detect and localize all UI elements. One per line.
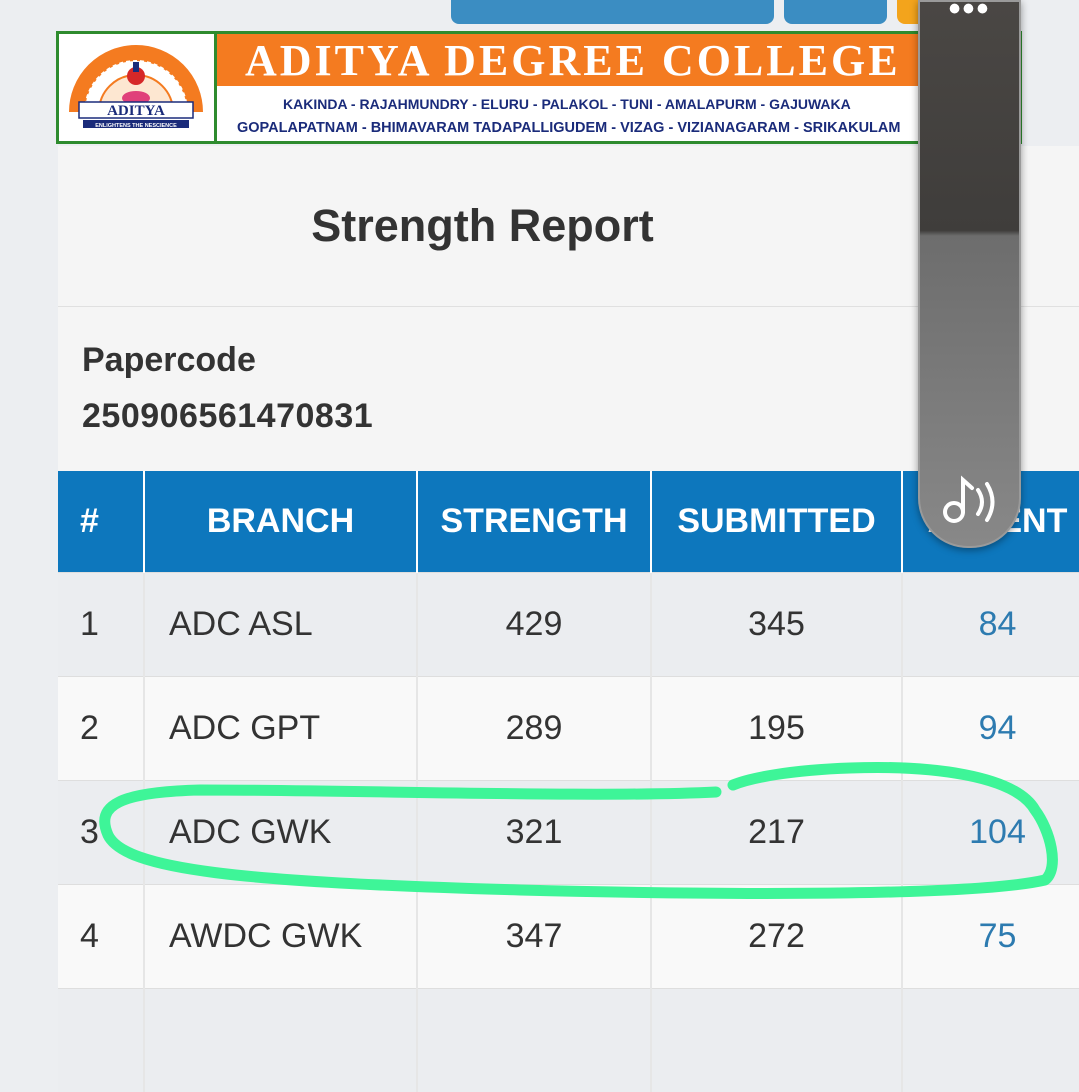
- submitted-cell: 217: [651, 781, 902, 885]
- logo-tagline: ENLIGHTENS THE NESCIENCE: [95, 123, 177, 129]
- table-row: 1 ADC ASL 429 345 84: [58, 573, 1079, 677]
- branch-cell: ADC ASL: [144, 573, 417, 677]
- papercode-label: Papercode: [82, 341, 256, 380]
- strength-cell: 289: [417, 677, 651, 781]
- row-number: 2: [58, 677, 144, 781]
- top-nav-button-1[interactable]: [451, 0, 774, 24]
- column-header-submitted[interactable]: SUBMITTED: [651, 471, 902, 573]
- absent-link[interactable]: 104: [902, 781, 1079, 885]
- college-logo: ADITYA ENLIGHTENS THE NESCIENCE: [59, 34, 217, 141]
- column-header-strength[interactable]: STRENGTH: [417, 471, 651, 573]
- page-title: Strength Report: [0, 200, 993, 252]
- table-row: [58, 989, 1079, 1092]
- aditya-logo-icon: ADITYA ENLIGHTENS THE NESCIENCE: [69, 42, 203, 134]
- column-header-branch[interactable]: BRANCH: [144, 471, 417, 573]
- absent-link[interactable]: 84: [902, 573, 1079, 677]
- row-number: 1: [58, 573, 144, 677]
- college-banner: ADITYA ENLIGHTENS THE NESCIENCE ADITYA D…: [56, 31, 1022, 144]
- submitted-cell: 195: [651, 677, 902, 781]
- absent-link[interactable]: 75: [902, 885, 1079, 989]
- locations-line-1: KAKINDA - RAJAHMUNDRY - ELURU - PALAKOL …: [217, 96, 1019, 112]
- papercode-value: 250906561470831: [82, 397, 373, 436]
- column-header-number[interactable]: #: [58, 471, 144, 573]
- table-row: 2 ADC GPT 289 195 94: [58, 677, 1079, 781]
- branch-cell: ADC GPT: [144, 677, 417, 781]
- submitted-cell: 272: [651, 885, 902, 989]
- top-nav-button-2[interactable]: [784, 0, 887, 24]
- strength-cell: 347: [417, 885, 651, 989]
- menu-dots-icon[interactable]: •••: [920, 0, 1019, 29]
- locations-line-2: GOPALAPATNAM - BHIMAVARAM TADAPALLIGUDEM…: [217, 120, 1019, 136]
- strength-cell: 321: [417, 781, 651, 885]
- music-note-icon[interactable]: [940, 472, 1004, 532]
- strength-cell: 429: [417, 573, 651, 677]
- submitted-cell: 345: [651, 573, 902, 677]
- absent-link[interactable]: 94: [902, 677, 1079, 781]
- floating-media-widget[interactable]: •••: [918, 0, 1021, 548]
- logo-text: ADITYA: [107, 103, 165, 119]
- table-row: 3 ADC GWK 321 217 104: [58, 781, 1079, 885]
- branch-cell: AWDC GWK: [144, 885, 417, 989]
- strength-table: # BRANCH STRENGTH SUBMITTED ABSENT 1 ADC…: [58, 471, 1079, 1092]
- row-number: 3: [58, 781, 144, 885]
- branch-cell: ADC GWK: [144, 781, 417, 885]
- college-name: ADITYA DEGREE COLLEGE: [217, 34, 1019, 86]
- row-number: 4: [58, 885, 144, 989]
- table-row: 4 AWDC GWK 347 272 75: [58, 885, 1079, 989]
